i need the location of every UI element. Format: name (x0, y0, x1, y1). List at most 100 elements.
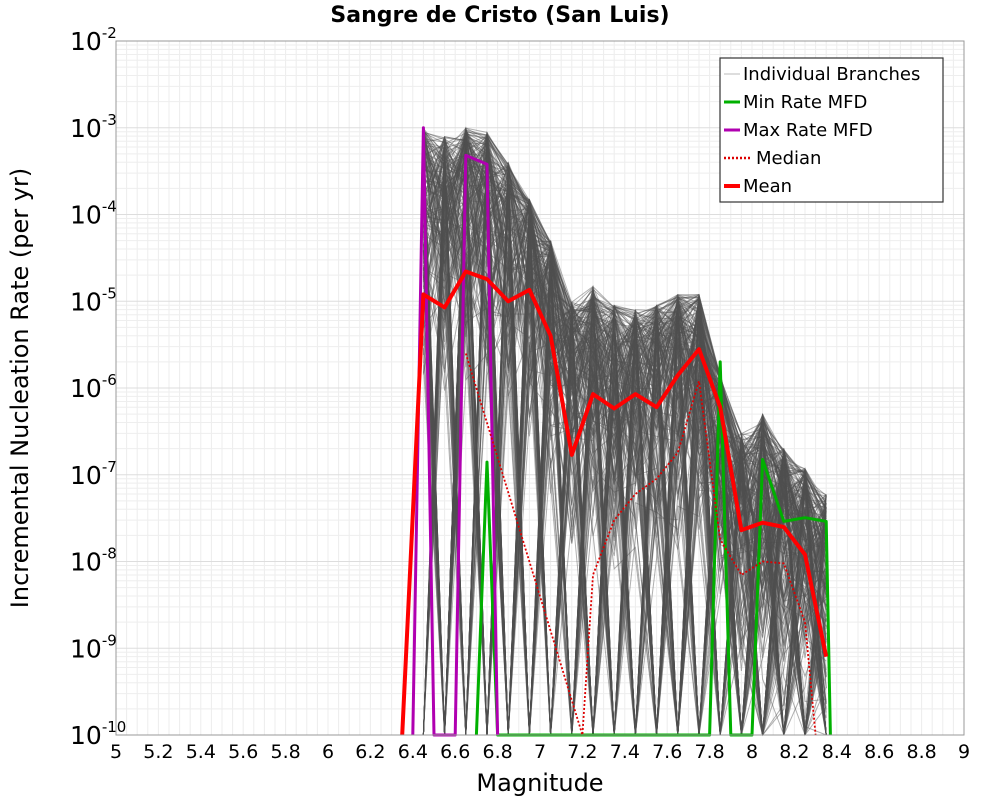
individual-branch-line (422, 136, 827, 736)
individual-branch-line (423, 140, 827, 736)
individual-branch-line (423, 139, 827, 736)
individual-branch-line (422, 172, 827, 736)
individual-branch-line (422, 165, 827, 736)
individual-branch-line (423, 250, 827, 736)
individual-branch-line (422, 136, 827, 736)
individual-branch-line (422, 127, 827, 736)
individual-branch-line (422, 177, 827, 736)
individual-branch-line (422, 149, 827, 736)
individual-branch-line (422, 130, 827, 736)
y-tick-label: 10-2 (70, 24, 117, 56)
individual-branch-line (422, 135, 827, 736)
individual-branch-line (422, 138, 827, 736)
individual-branch-line (422, 166, 827, 736)
individual-branch-line (423, 159, 827, 736)
individual-branch-line (422, 223, 827, 736)
legend-label: Mean (743, 176, 792, 197)
individual-branch-line (422, 136, 827, 736)
individual-branch-line (423, 161, 827, 736)
individual-branch-line (422, 129, 827, 736)
individual-branch-line (423, 171, 827, 736)
x-tick-label: 8.4 (822, 741, 852, 763)
individual-branch-line (422, 127, 827, 736)
individual-branch-line (422, 140, 827, 736)
x-tick-label: 6.8 (482, 741, 512, 763)
individual-branch-line (423, 186, 827, 736)
individual-branch-line (422, 130, 827, 736)
individual-branch-line (422, 139, 827, 736)
individual-branch-line (422, 132, 827, 560)
individual-branch-line (422, 142, 827, 736)
individual-branch-line (422, 134, 827, 736)
individual-branch-line (422, 163, 827, 736)
x-tick-label: 7.4 (610, 741, 640, 763)
y-tick-label: 10-5 (70, 284, 117, 316)
individual-branch-line (422, 133, 827, 736)
individual-branch-line (423, 131, 827, 736)
individual-branch-line (422, 164, 827, 736)
individual-branch-line (422, 145, 827, 736)
x-tick-label: 7.8 (694, 741, 724, 763)
individual-branch-line (422, 146, 827, 736)
x-tick-label: 7.6 (652, 741, 682, 763)
individual-branch-line (422, 132, 827, 736)
individual-branch-line (423, 132, 827, 736)
individual-branch-line (422, 133, 827, 736)
y-tick-label: 10-9 (70, 631, 117, 663)
individual-branch-line (422, 127, 827, 736)
individual-branch-line (422, 174, 827, 736)
x-tick-label: 7.2 (567, 741, 597, 763)
individual-branch-line (423, 132, 827, 736)
individual-branch-line (422, 136, 827, 736)
x-tick-label: 6.6 (440, 741, 470, 763)
x-tick-label: 8.2 (779, 741, 809, 763)
x-tick-label: 5.8 (270, 741, 300, 763)
individual-branch-line (422, 154, 827, 736)
y-axis-label: Incremental Nucleation Rate (per yr) (6, 168, 34, 608)
x-tick-label: 5.6 (228, 741, 258, 763)
individual-branch-line (422, 132, 827, 736)
x-tick-label: 5.4 (186, 741, 216, 763)
individual-branch-line (422, 151, 827, 736)
individual-branch-line (423, 175, 827, 736)
individual-branch-line (423, 168, 827, 736)
individual-branch-line (423, 180, 827, 736)
individual-branch-line (422, 164, 827, 736)
individual-branch-line (422, 157, 827, 736)
x-axis-label: Magnitude (476, 769, 603, 797)
x-tick-label: 7 (534, 741, 546, 763)
individual-branch-line (422, 134, 827, 736)
individual-branch-line (422, 172, 827, 736)
individual-branch-line (423, 126, 827, 736)
chart-title: Sangre de Cristo (San Luis) (330, 3, 669, 28)
individual-branch-line (422, 132, 827, 736)
individual-branch-line (422, 134, 827, 736)
series-line-median (464, 353, 817, 736)
x-tick-label: 6.4 (398, 741, 428, 763)
legend: Individual Branches Min Rate MFD Max Rate … (719, 57, 944, 203)
individual-branch-line (423, 159, 827, 736)
individual-branch-line (422, 145, 827, 736)
x-tick-label: 9 (958, 741, 970, 763)
individual-branch-line (422, 140, 827, 736)
x-tick-label: 5.2 (143, 741, 173, 763)
x-tick-label: 8 (746, 741, 758, 763)
individual-branch-line (422, 146, 827, 736)
individual-branch-line (422, 147, 827, 736)
individual-branch-line (422, 158, 827, 736)
y-tick-label: 10-8 (70, 545, 117, 577)
individual-branch-line (422, 142, 827, 736)
y-tick-labels: 10-10 10-9 10-8 10-7 10-6 10-5 10-4 10-3 10-2 (70, 24, 126, 750)
individual-branch-line (422, 171, 827, 736)
y-tick-label: 10-7 (70, 458, 117, 490)
legend-label: Median (756, 148, 821, 169)
individual-branch-line (422, 130, 827, 736)
individual-branch-line (422, 128, 827, 736)
individual-branch-line (422, 173, 827, 736)
individual-branch-line (422, 146, 827, 736)
individual-branch-line (422, 142, 827, 736)
individual-branch-line (422, 132, 827, 736)
individual-branch-line (422, 136, 827, 736)
individual-branch-line (423, 129, 827, 736)
individual-branch-line (423, 173, 827, 736)
